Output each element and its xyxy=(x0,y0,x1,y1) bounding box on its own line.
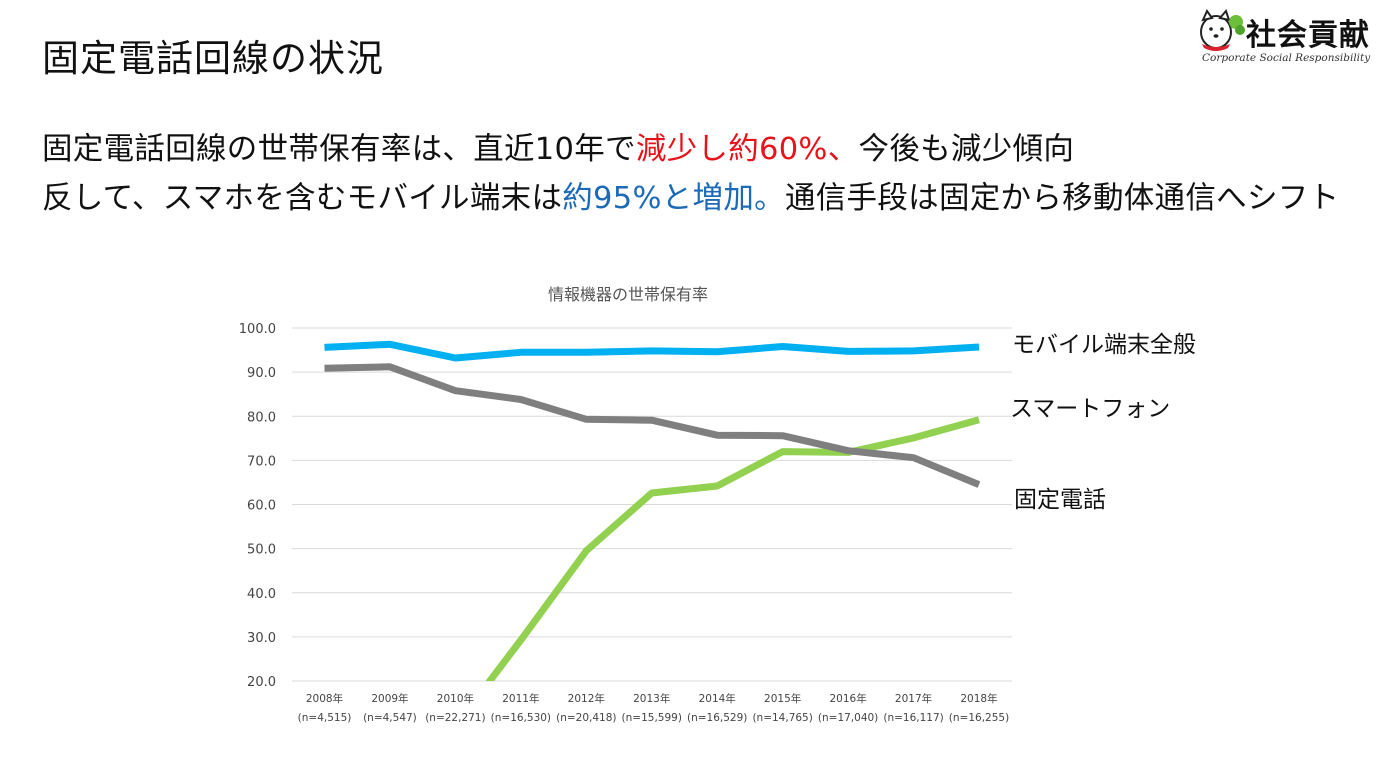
chart-series xyxy=(324,340,981,681)
x-tick-label: 2013年 xyxy=(633,692,670,705)
x-tick-label: 2008年 xyxy=(306,692,343,705)
x-tick-label: 2018年 xyxy=(960,692,997,705)
x-tick-label: 2009年 xyxy=(371,692,408,705)
subtitle-line-1: 固定電話回線の世帯保有率は、直近10年で減少し約60%、今後も減少傾向 xyxy=(42,124,1074,168)
landline-series-label: 固定電話 xyxy=(1014,487,1106,513)
chart-gridlines xyxy=(292,327,1012,682)
x-tick-label: 2010年 xyxy=(437,692,474,705)
y-tick-label: 30.0 xyxy=(247,631,276,646)
subtitle-1-highlight: 減少し約60%、 xyxy=(635,132,859,167)
mobile-series-line xyxy=(324,340,980,362)
x-tick-sublabel: (n=4,547) xyxy=(363,712,417,724)
mobile-series-label: モバイル端末全般 xyxy=(1012,332,1196,358)
x-tick-sublabel: (n=4,515) xyxy=(298,712,352,724)
x-tick-sublabel: (n=16,255) xyxy=(949,712,1009,724)
subtitle-2-text-a: 反して、スマホを含むモバイル端末は xyxy=(42,181,563,216)
x-tick-sublabel: (n=16,117) xyxy=(883,712,943,724)
y-tick-label: 60.0 xyxy=(247,499,276,514)
subtitle-1-text-a: 固定電話回線の世帯保有率は、直近10年で xyxy=(42,132,636,167)
subtitle-1-text-c: 今後も減少傾向 xyxy=(858,132,1075,167)
logo-subtitle: Corporate Social Responsibility xyxy=(1202,52,1371,64)
y-tick-label: 50.0 xyxy=(247,543,276,558)
y-tick-label: 80.0 xyxy=(247,410,276,425)
x-tick-label: 2016年 xyxy=(829,692,866,705)
subtitle-2-text-c: 通信手段は固定から移動体通信へシフト xyxy=(784,181,1340,216)
y-axis: 100.0 90.0 80.0 70.0 60.0 50.0 40.0 30.0 20.0 xyxy=(239,322,276,690)
x-tick-sublabel: (n=14,765) xyxy=(752,712,812,724)
x-tick-label: 2011年 xyxy=(502,692,539,705)
x-tick-sublabel: (n=16,530) xyxy=(491,712,551,724)
x-tick-sublabel: (n=15,599) xyxy=(622,712,682,724)
x-tick-sublabel: (n=20,418) xyxy=(556,712,616,724)
subtitle-line-2: 反して、スマホを含むモバイル端末は約95%と増加。通信手段は固定から移動体通信へ… xyxy=(42,173,1339,217)
y-tick-label: 20.0 xyxy=(247,675,276,690)
x-tick-label: 2012年 xyxy=(568,692,605,705)
subtitle-2-highlight: 約95%と増加。 xyxy=(562,181,785,216)
chart-title: 情報機器の世帯保有率 xyxy=(548,285,708,304)
y-tick-label: 90.0 xyxy=(247,366,276,381)
logo-text: 社会貢献 xyxy=(1246,18,1370,53)
x-tick-sublabel: (n=16,529) xyxy=(687,712,747,724)
logo: 社会貢献 Corporate Social Responsibility xyxy=(1194,6,1370,66)
dog-mascot-icon xyxy=(1200,8,1245,51)
x-tick-label: 2017年 xyxy=(895,692,932,705)
y-tick-label: 40.0 xyxy=(247,587,276,602)
y-tick-label: 100.0 xyxy=(239,322,276,337)
landline-series-line xyxy=(324,363,981,488)
y-tick-label: 70.0 xyxy=(247,454,276,469)
x-tick-label: 2015年 xyxy=(764,692,801,705)
smartphone-series-line xyxy=(485,416,980,681)
x-tick-label: 2014年 xyxy=(699,692,736,705)
x-tick-sublabel: (n=17,040) xyxy=(818,712,878,724)
x-axis: 2008年 (n=4,515) 2009年 (n=4,547) 2010年 (n=22,2… xyxy=(298,692,1010,724)
slide-title: 固定電話回線の状況 xyxy=(42,37,384,80)
smartphone-series-label: スマートフォン xyxy=(1010,396,1170,422)
x-tick-sublabel: (n=22,271) xyxy=(425,712,485,724)
